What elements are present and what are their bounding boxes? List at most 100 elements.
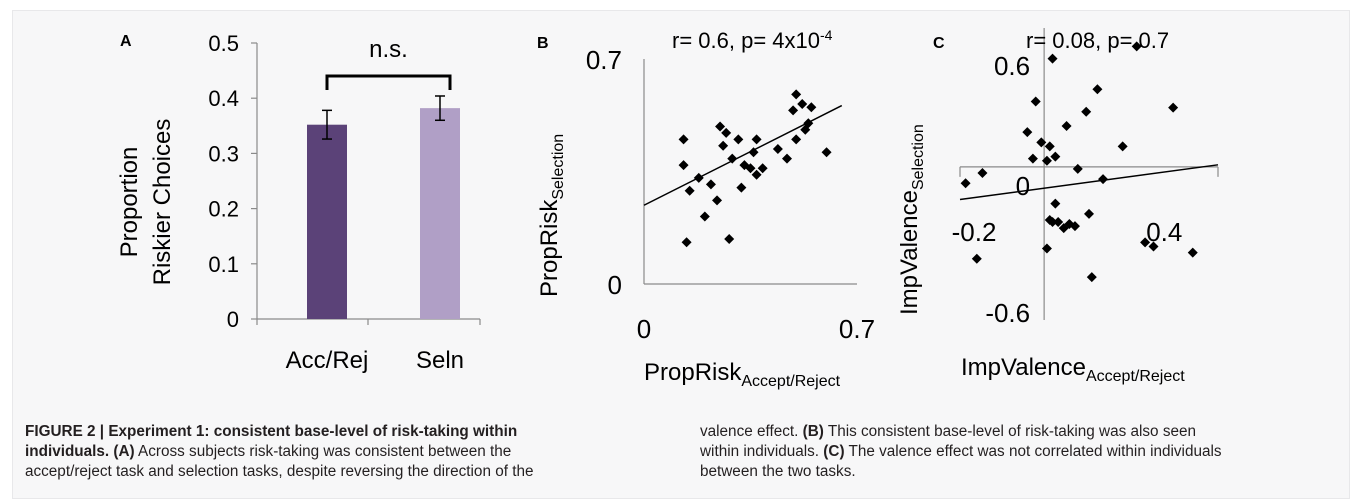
data-point <box>727 153 738 164</box>
y-tick-label: 0 <box>608 270 622 300</box>
data-point <box>751 134 762 145</box>
data-point <box>1041 155 1052 166</box>
data-point <box>1030 96 1041 107</box>
data-point <box>1047 216 1058 227</box>
y-tick-label: 0.7 <box>586 45 622 75</box>
y-tick-label: 0 <box>227 307 239 332</box>
data-point <box>678 160 689 171</box>
caption-line: FIGURE 2 | Experiment 1: consistent base… <box>25 423 518 440</box>
caption-line: between the two tasks. <box>700 463 856 480</box>
data-point <box>684 185 695 196</box>
data-point <box>1098 174 1109 185</box>
x-tick-label: 0.7 <box>839 314 875 344</box>
caption-line: individuals. (A) Across subjects risk-ta… <box>25 443 512 460</box>
data-point <box>1047 53 1058 64</box>
data-point <box>1050 151 1061 162</box>
figure-caption-left: FIGURE 2 | Experiment 1: consistent base… <box>25 422 675 482</box>
data-point <box>721 127 732 138</box>
trend-line <box>959 164 1219 201</box>
data-point <box>803 118 814 129</box>
data-point <box>712 195 723 206</box>
data-point <box>1072 163 1083 174</box>
data-point <box>705 179 716 190</box>
data-point <box>791 89 802 100</box>
y-axis-label-subscript: Selection <box>550 134 567 200</box>
y-axis-label: Riskier Choices <box>149 119 176 286</box>
panel-label: B <box>537 35 549 52</box>
panel-a-bar-chart: A 0 0.1 0.2 0.3 0.4 0.5 Proportion Riskier Choic… <box>116 31 481 374</box>
figure-panel <box>12 10 1350 499</box>
data-point <box>718 140 729 151</box>
y-tick-label: 0.4 <box>208 86 239 111</box>
data-point <box>1036 137 1047 148</box>
data-point <box>1084 208 1094 219</box>
x-axis-label-subscript: Accept/Reject <box>1086 368 1185 385</box>
x-tick-label: 0 <box>637 314 651 344</box>
data-point <box>736 182 747 193</box>
data-point <box>1050 198 1061 209</box>
data-point <box>757 163 768 174</box>
panel-label: A <box>120 33 132 50</box>
caption-line: accept/reject task and selection tasks, … <box>25 463 534 480</box>
x-axis-label-subscript: Accept/Reject <box>741 373 840 390</box>
category-label: Seln <box>416 347 464 374</box>
y-tick-label: 0.2 <box>208 197 239 222</box>
data-point <box>1140 237 1151 248</box>
y-tick-label: 0.5 <box>208 31 239 56</box>
bar <box>420 108 460 319</box>
data-point <box>1117 141 1128 152</box>
significance-bracket <box>325 74 452 90</box>
data-point <box>1187 247 1198 258</box>
data-point <box>1086 272 1097 283</box>
data-point <box>724 234 735 244</box>
data-point <box>1148 241 1159 252</box>
data-point <box>1044 141 1055 152</box>
caption-line: valence effect. (B) This consistent base… <box>700 423 1196 440</box>
x-axis-label: PropRiskAccept/Reject <box>644 359 841 390</box>
data-point <box>1092 84 1103 95</box>
y-axis-label-subscript: Selection <box>910 124 927 190</box>
data-point <box>1131 41 1142 52</box>
y-tick-label: -0.6 <box>985 298 1030 328</box>
data-point <box>1081 106 1092 117</box>
data-point <box>971 253 982 264</box>
x-axis-label: ImpValenceAccept/Reject <box>961 354 1185 385</box>
data-point <box>745 163 756 174</box>
y-axis-label: Proportion <box>116 147 143 258</box>
y-axis-label: ImpValenceSelection <box>900 124 927 315</box>
stats-annotation: r= 0.08, p= 0.7 <box>1026 28 1169 53</box>
data-point <box>733 134 744 145</box>
data-point <box>1061 121 1072 132</box>
data-point <box>699 211 710 222</box>
data-point <box>1027 153 1038 164</box>
data-point <box>1041 243 1052 254</box>
figure-caption-right: valence effect. (B) This consistent base… <box>700 422 1350 482</box>
caption-line: within individuals. (C) The valence effe… <box>700 443 1222 460</box>
y-tick-label: 0.6 <box>994 51 1030 81</box>
data-point <box>715 121 726 132</box>
data-point <box>821 147 832 158</box>
category-label: Acc/Rej <box>286 347 369 374</box>
data-point <box>977 167 988 178</box>
data-point <box>678 134 689 145</box>
data-point <box>806 102 817 113</box>
data-point <box>693 172 704 183</box>
data-point <box>960 178 971 189</box>
y-tick-label: 0.1 <box>208 252 239 277</box>
data-point <box>739 160 750 171</box>
data-point <box>1053 216 1064 227</box>
stats-exponent: -4 <box>820 27 833 43</box>
bar <box>307 124 347 319</box>
y-axis-label: PropRiskSelection <box>536 134 567 297</box>
data-point <box>1168 102 1179 113</box>
data-point <box>772 144 783 154</box>
panel-label: C <box>933 35 945 52</box>
data-point <box>681 237 692 248</box>
data-point <box>791 134 802 145</box>
x-tick-label: -0.2 <box>952 217 997 247</box>
data-point <box>751 169 762 180</box>
significance-label: n.s. <box>369 36 408 63</box>
data-point <box>1069 221 1080 232</box>
data-point <box>782 153 793 164</box>
